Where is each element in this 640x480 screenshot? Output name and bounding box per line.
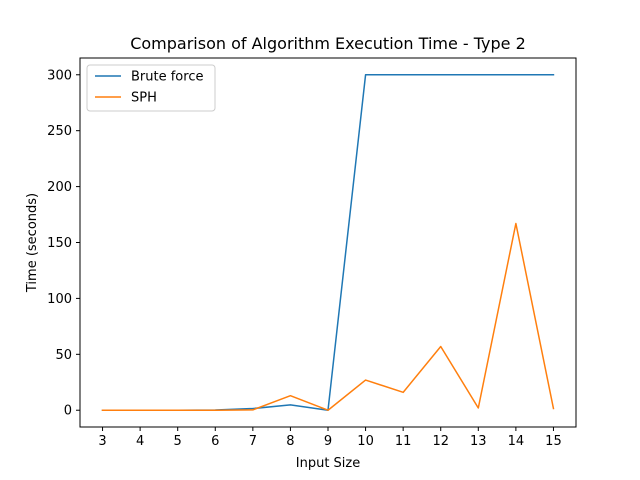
- y-tick-label: 100: [47, 292, 72, 307]
- x-tick-label: 3: [98, 434, 106, 449]
- x-tick-label: 8: [286, 434, 294, 449]
- x-tick-label: 10: [357, 434, 374, 449]
- x-tick-label: 14: [508, 434, 525, 449]
- y-axis: 0 50 100 150 200 250 300: [47, 68, 80, 419]
- x-tick-label: 15: [545, 434, 562, 449]
- x-tick-label: 5: [174, 434, 182, 449]
- x-axis-label: Input Size: [296, 456, 360, 471]
- legend: Brute force SPH: [86, 64, 216, 112]
- y-tick-label: 50: [55, 348, 72, 363]
- x-axis: 3 4 5 6 7 8 9 10 11 12 13 14 15: [98, 427, 562, 449]
- y-tick-label: 0: [64, 404, 72, 419]
- y-tick-label: 150: [47, 236, 72, 251]
- x-tick-label: 13: [470, 434, 487, 449]
- series-layer: [101, 74, 555, 411]
- x-tick-label: 7: [249, 434, 257, 449]
- y-tick-label: 200: [47, 180, 72, 195]
- x-tick-label: 11: [395, 434, 412, 449]
- x-tick-label: 9: [324, 434, 332, 449]
- x-tick-label: 12: [432, 434, 449, 449]
- y-tick-label: 250: [47, 124, 72, 139]
- legend-label-brute-force: Brute force: [131, 70, 203, 85]
- x-tick-label: 6: [211, 434, 219, 449]
- y-axis-label: Time (seconds): [25, 193, 40, 293]
- legend-label-sph: SPH: [131, 91, 157, 106]
- y-tick-label: 300: [47, 68, 72, 83]
- x-tick-label: 4: [136, 434, 144, 449]
- chart-title: Comparison of Algorithm Execution Time -…: [130, 34, 526, 53]
